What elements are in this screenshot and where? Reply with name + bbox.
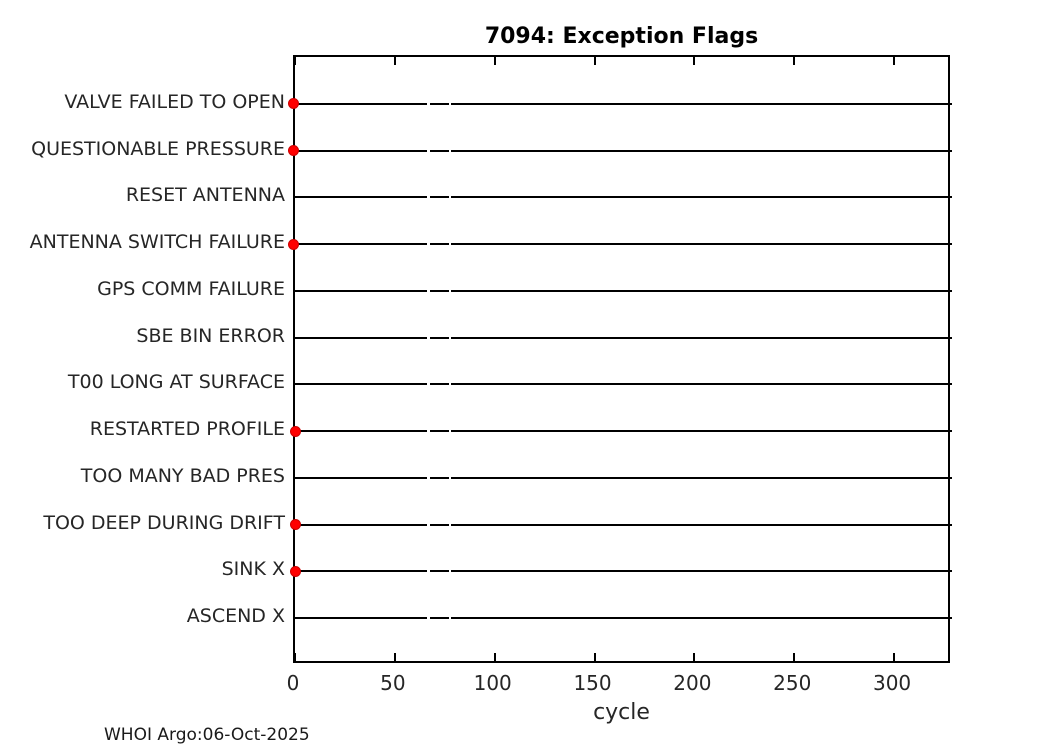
flag-row-line [429,243,449,246]
exception-marker-dot [287,145,299,157]
flag-row-line [451,102,952,105]
flag-row-line [451,196,952,199]
flag-row-line [295,383,428,386]
plot-inner [287,57,952,661]
x-tick-label: 0 [286,671,300,695]
chart-title: 7094: Exception Flags [484,24,759,49]
exception-marker-dot [289,519,301,531]
category-label: T00 LONG AT SURFACE [67,371,285,394]
x-tick-bottom [393,653,396,661]
x-tick-label: 250 [773,671,812,695]
x-tick-top [893,57,896,65]
x-tick-bottom [593,653,596,661]
plot-area [287,55,952,663]
flag-row-line [295,149,428,152]
flag-row-line [295,523,428,526]
flag-row-line [451,476,952,479]
footer-text: WHOI Argo:06-Oct-2025 [104,725,310,745]
flag-row-line [295,243,428,246]
flag-row-line [451,430,952,433]
exception-marker-dot [289,425,301,437]
flag-row-line [429,617,449,620]
flag-row-line [429,383,449,386]
x-tick-bottom [294,653,296,661]
flag-row-line [451,289,952,292]
x-tick-label: 150 [573,671,612,695]
flag-row-line [429,289,449,292]
x-tick-top [593,57,596,65]
x-tick-top [393,57,396,65]
x-tick-bottom [893,653,896,661]
flag-row-line [295,430,428,433]
category-label: ANTENNA SWITCH FAILURE [29,231,285,254]
x-tick-top [294,57,296,65]
flag-row-line [295,570,428,573]
category-label: SINK X [221,558,285,581]
exception-marker-dot [289,565,301,577]
x-axis-label: cycle [593,700,650,725]
exception-marker-dot [287,98,299,110]
flag-row-line [451,243,952,246]
flag-row-line [429,476,449,479]
x-tick-label: 100 [473,671,512,695]
category-label: RESET ANTENNA [125,184,285,207]
category-label: RESTARTED PROFILE [89,418,285,441]
flag-row-line [429,102,449,105]
flag-row-line [295,289,428,292]
flag-row-line [429,570,449,573]
flag-row-line [295,617,428,620]
category-label: TOO MANY BAD PRES [80,464,285,487]
flag-row-line [295,476,428,479]
x-tick-label: 50 [380,671,406,695]
flag-row-line [295,102,428,105]
exception-marker-dot [287,238,299,250]
flag-row-line [451,149,952,152]
flag-row-line [451,617,952,620]
flag-row-line [429,430,449,433]
flag-row-line [451,570,952,573]
flag-row-line [295,336,428,339]
x-tick-bottom [693,653,696,661]
flag-row-line [429,336,449,339]
flag-row-line [451,336,952,339]
x-tick-bottom [793,653,796,661]
flag-row-line [295,196,428,199]
x-tick-bottom [493,653,496,661]
category-label: SBE BIN ERROR [136,324,285,347]
x-tick-top [493,57,496,65]
flag-row-line [451,383,952,386]
x-tick-top [693,57,696,65]
x-tick-top [793,57,796,65]
category-label: VALVE FAILED TO OPEN [64,90,285,113]
category-label: GPS COMM FAILURE [97,277,285,300]
category-label: QUESTIONABLE PRESSURE [31,137,285,160]
flag-row-line [429,149,449,152]
flag-row-line [429,523,449,526]
category-label: ASCEND X [186,605,285,628]
x-tick-label: 200 [673,671,712,695]
category-label: TOO DEEP DURING DRIFT [43,511,285,534]
x-tick-label: 300 [872,671,912,695]
flag-row-line [451,523,952,526]
flag-row-line [429,196,449,199]
